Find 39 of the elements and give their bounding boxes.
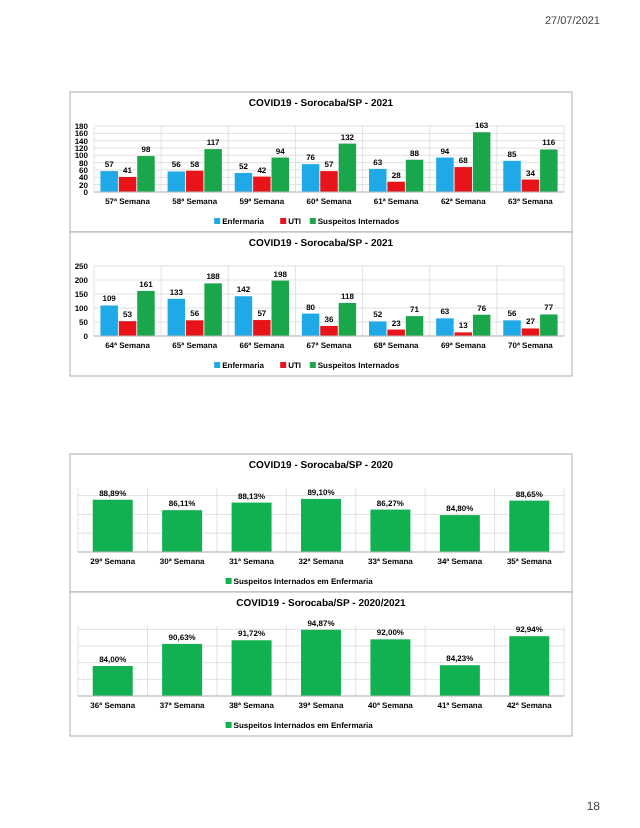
bar xyxy=(405,316,424,336)
bar xyxy=(100,171,118,192)
bar xyxy=(253,320,271,336)
bar xyxy=(167,298,186,336)
bar xyxy=(369,321,387,336)
bar xyxy=(204,149,222,192)
bar xyxy=(271,157,289,192)
bar xyxy=(118,176,137,192)
bar xyxy=(167,171,186,192)
bar xyxy=(540,149,558,192)
bar xyxy=(369,168,387,192)
bar xyxy=(204,283,222,336)
bar xyxy=(185,170,204,192)
bar xyxy=(387,181,405,192)
bar xyxy=(503,160,521,192)
bar xyxy=(472,132,491,192)
bar xyxy=(301,164,320,192)
bar xyxy=(338,302,357,336)
bar xyxy=(137,156,155,192)
bar xyxy=(405,159,424,192)
bar xyxy=(320,325,338,336)
bar xyxy=(521,328,540,336)
bar xyxy=(301,313,320,336)
bar xyxy=(137,290,155,336)
bar xyxy=(185,320,204,336)
bar xyxy=(338,143,357,192)
bar xyxy=(320,171,338,192)
bar xyxy=(472,314,491,336)
bar xyxy=(503,320,521,336)
bar xyxy=(436,318,454,336)
bar xyxy=(100,305,118,336)
bar xyxy=(454,167,473,192)
bar xyxy=(436,157,454,192)
bar xyxy=(118,321,137,336)
bar xyxy=(253,176,271,192)
bar xyxy=(234,296,253,336)
bar xyxy=(540,314,558,336)
bar xyxy=(234,172,253,192)
bar xyxy=(271,280,289,336)
